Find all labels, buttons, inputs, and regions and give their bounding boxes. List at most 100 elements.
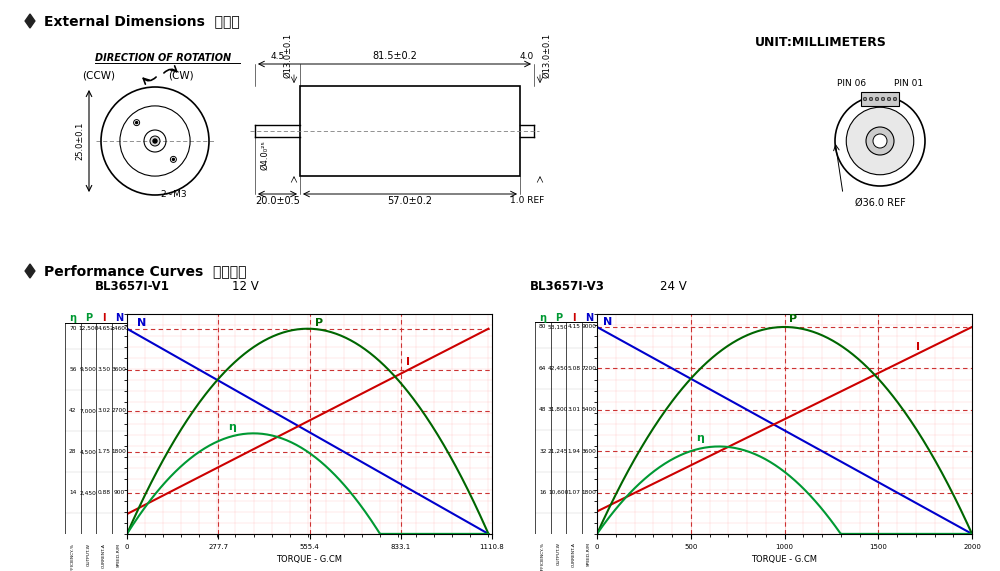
Text: 9,500: 9,500 (80, 367, 97, 372)
Text: 3600: 3600 (582, 449, 597, 453)
X-axis label: TORQUE - G.CM: TORQUE - G.CM (276, 555, 342, 564)
Text: 5400: 5400 (582, 407, 597, 412)
Text: 24 V: 24 V (660, 280, 687, 293)
X-axis label: TORQUE - G.CM: TORQUE - G.CM (752, 555, 818, 564)
Text: P: P (85, 313, 92, 323)
Ellipse shape (875, 97, 879, 100)
Ellipse shape (172, 158, 174, 160)
Text: 16: 16 (539, 490, 546, 495)
Text: Performance Curves  性能曲线: Performance Curves 性能曲线 (44, 264, 246, 278)
Text: 21,245: 21,245 (548, 449, 568, 453)
Text: P: P (555, 313, 562, 323)
Text: CURRENT-A: CURRENT-A (102, 542, 106, 568)
Bar (300, 86, 520, 176)
Text: OUTPUT-W: OUTPUT-W (556, 542, 560, 565)
Text: 9000: 9000 (582, 324, 597, 329)
Text: η: η (696, 433, 704, 443)
Text: 53,150: 53,150 (548, 324, 568, 329)
Text: Ø13.0±0.1: Ø13.0±0.1 (542, 33, 551, 78)
Text: η: η (228, 423, 236, 432)
Text: 70: 70 (69, 326, 76, 331)
Text: 3600: 3600 (112, 367, 127, 372)
Text: Ø36.0 REF: Ø36.0 REF (855, 198, 905, 208)
Text: 1.07: 1.07 (567, 490, 580, 495)
Text: 20.0±0.5: 20.0±0.5 (255, 196, 300, 206)
Text: PIN 06: PIN 06 (837, 79, 866, 88)
Text: 10,600: 10,600 (548, 490, 568, 495)
Text: N: N (603, 317, 612, 327)
Text: SPEED-R/M: SPEED-R/M (117, 542, 121, 566)
Ellipse shape (866, 127, 894, 155)
Text: I: I (916, 341, 920, 352)
Text: 80: 80 (539, 324, 546, 329)
Text: 3.01: 3.01 (567, 407, 580, 412)
Text: N: N (115, 313, 123, 323)
Text: Ø13.0±0.1: Ø13.0±0.1 (283, 33, 292, 78)
Text: (CCW): (CCW) (82, 70, 115, 80)
Text: I: I (102, 313, 106, 323)
Text: 4.5: 4.5 (270, 52, 285, 61)
Text: 0.88: 0.88 (97, 490, 110, 496)
Text: 1800: 1800 (112, 449, 127, 455)
Text: P: P (789, 314, 798, 324)
Text: 42: 42 (69, 408, 76, 413)
Text: 4.65: 4.65 (97, 326, 110, 331)
Ellipse shape (887, 97, 891, 100)
Text: PIN 01: PIN 01 (894, 79, 923, 88)
Bar (861, 92, 899, 106)
Ellipse shape (150, 136, 160, 146)
Text: OUTPUT-W: OUTPUT-W (86, 542, 90, 566)
Ellipse shape (869, 97, 873, 100)
Text: BL3657I-V3: BL3657I-V3 (530, 280, 605, 293)
Text: 42,450: 42,450 (548, 366, 569, 371)
Text: 1.0 REF: 1.0 REF (510, 196, 544, 205)
Text: 900: 900 (114, 490, 125, 496)
Text: I: I (406, 357, 410, 367)
Text: 3.02: 3.02 (97, 408, 110, 413)
Ellipse shape (846, 107, 914, 175)
Text: 5.08: 5.08 (567, 366, 580, 371)
Polygon shape (25, 14, 35, 28)
Text: 2~M3: 2~M3 (160, 190, 187, 199)
Text: N: N (585, 313, 593, 323)
Text: 32: 32 (539, 449, 546, 453)
Text: 4.15: 4.15 (567, 324, 580, 329)
Text: 14: 14 (69, 490, 76, 496)
Text: 57.0±0.2: 57.0±0.2 (388, 196, 432, 206)
Ellipse shape (136, 122, 138, 123)
Text: 1.94: 1.94 (567, 449, 580, 453)
Text: 81.5±0.2: 81.5±0.2 (372, 51, 417, 61)
Text: External Dimensions  外形图: External Dimensions 外形图 (44, 14, 240, 28)
Text: η: η (539, 313, 546, 323)
Text: (CW): (CW) (168, 70, 194, 80)
Text: 1.75: 1.75 (97, 449, 110, 455)
Text: 2700: 2700 (112, 408, 127, 413)
Text: 48: 48 (539, 407, 546, 412)
Text: 12 V: 12 V (232, 280, 259, 293)
Text: 7,000: 7,000 (80, 408, 97, 413)
Text: CURRENT-A: CURRENT-A (572, 542, 576, 566)
Text: 64: 64 (539, 366, 546, 371)
Text: 4.0: 4.0 (520, 52, 534, 61)
Text: 28: 28 (69, 449, 76, 455)
Text: 2,450: 2,450 (80, 490, 97, 496)
Polygon shape (25, 264, 35, 278)
Text: I: I (572, 313, 576, 323)
Text: 56: 56 (69, 367, 76, 372)
Text: 4,500: 4,500 (80, 449, 97, 455)
Ellipse shape (893, 97, 897, 100)
Text: N: N (137, 318, 146, 328)
Text: P: P (315, 318, 323, 328)
Text: DIRECTION OF ROTATION: DIRECTION OF ROTATION (95, 53, 231, 63)
Text: η: η (69, 313, 76, 323)
Text: 7200: 7200 (582, 366, 597, 371)
Text: EFFICIENCY-%: EFFICIENCY-% (541, 542, 545, 571)
Ellipse shape (873, 134, 887, 148)
Ellipse shape (863, 97, 867, 100)
Text: SPEED-R/M: SPEED-R/M (587, 542, 591, 566)
Text: ≥4600: ≥4600 (109, 326, 129, 331)
Text: 3.50: 3.50 (97, 367, 110, 372)
Text: 12,500: 12,500 (78, 326, 98, 331)
Text: 25.0±0.1: 25.0±0.1 (75, 122, 84, 160)
Text: BL3657I-V1: BL3657I-V1 (95, 280, 170, 293)
